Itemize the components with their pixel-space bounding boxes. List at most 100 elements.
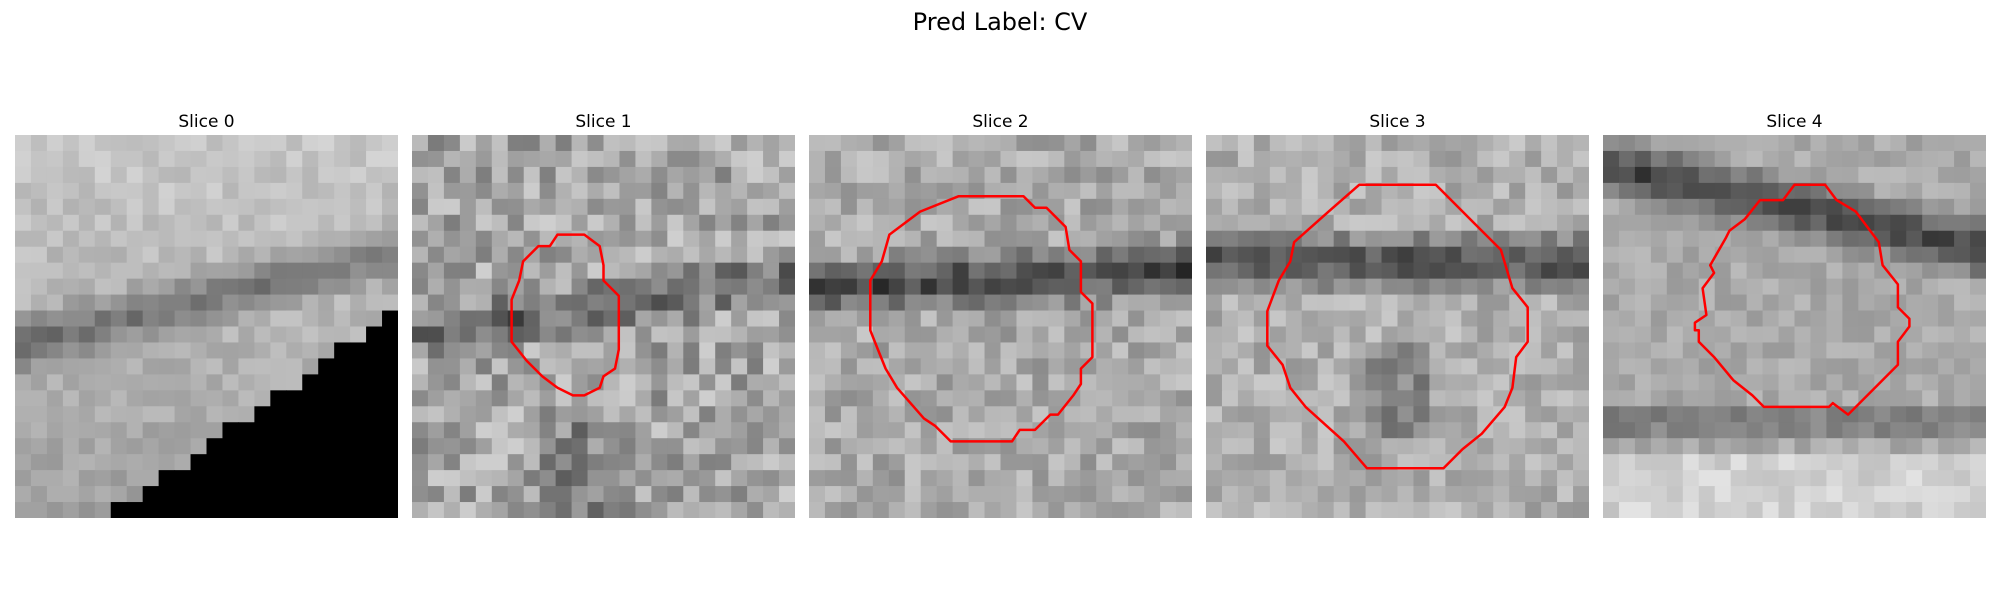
image-pixel	[1413, 438, 1430, 455]
image-pixel	[904, 150, 922, 168]
image-pixel	[1618, 182, 1636, 200]
image-pixel	[475, 502, 493, 518]
image-pixel	[1810, 262, 1827, 280]
image-pixel	[1666, 278, 1684, 296]
image-pixel	[1221, 374, 1239, 391]
image-pixel	[1509, 310, 1526, 327]
image-pixel	[1176, 374, 1192, 391]
segmentation-contour	[1693, 183, 1911, 416]
image-pixel	[206, 342, 223, 359]
image-pixel	[872, 422, 890, 439]
image-pixel	[459, 150, 477, 168]
image-pixel	[1603, 198, 1620, 216]
image-pixel	[1842, 166, 1859, 184]
image-pixel	[1493, 486, 1510, 503]
image-pixel	[174, 342, 192, 359]
image-pixel	[1890, 486, 1907, 503]
image-pixel	[302, 246, 319, 264]
image-pixel	[443, 486, 461, 503]
image-pixel	[1445, 310, 1462, 327]
image-pixel	[350, 214, 367, 232]
image-pixel	[286, 135, 303, 152]
image-pixel	[1603, 182, 1620, 200]
image-pixel	[1525, 310, 1542, 327]
image-pixel	[174, 470, 192, 487]
image-pixel	[1285, 358, 1303, 375]
image-pixel	[222, 374, 239, 391]
image-pixel	[1112, 214, 1129, 232]
image-pixel	[206, 135, 223, 152]
image-pixel	[1349, 438, 1367, 455]
image-pixel	[459, 278, 477, 296]
image-pixel	[126, 470, 144, 487]
image-pixel	[427, 502, 445, 518]
slice-title: Slice 2	[972, 112, 1029, 132]
image-pixel	[1618, 374, 1636, 391]
image-pixel	[1730, 166, 1748, 184]
image-pixel	[1064, 470, 1081, 487]
image-pixel	[1032, 278, 1049, 296]
image-pixel	[1048, 182, 1065, 200]
image-pixel	[1128, 358, 1145, 375]
image-pixel	[1938, 246, 1955, 264]
image-pixel	[158, 358, 176, 375]
image-pixel	[1634, 294, 1652, 312]
image-pixel	[78, 135, 96, 152]
image-pixel	[809, 454, 826, 471]
image-pixel	[1794, 422, 1811, 439]
image-pixel	[920, 422, 938, 439]
image-pixel	[1301, 406, 1319, 423]
image-pixel	[1176, 342, 1192, 359]
image-pixel	[158, 486, 176, 503]
image-pixel	[1954, 310, 1971, 327]
image-pixel	[1954, 438, 1971, 455]
image-pixel	[1557, 326, 1574, 343]
image-pixel	[555, 310, 573, 327]
image-pixel	[1557, 438, 1574, 455]
image-pixel	[1493, 454, 1510, 471]
image-pixel	[539, 358, 557, 375]
image-pixel	[1714, 150, 1732, 168]
image-pixel	[1730, 182, 1748, 200]
image-pixel	[1682, 342, 1700, 359]
image-pixel	[1874, 262, 1891, 280]
image-pixel	[1541, 422, 1558, 439]
image-pixel	[888, 294, 906, 312]
image-pixel	[683, 246, 700, 264]
image-pixel	[1618, 246, 1636, 264]
image-pixel	[1509, 454, 1526, 471]
image-pixel	[94, 214, 112, 232]
image-pixel	[286, 374, 303, 391]
image-pixel	[1237, 135, 1255, 152]
image-pixel	[254, 246, 271, 264]
image-pixel	[286, 246, 303, 264]
image-pixel	[1826, 502, 1843, 518]
slice-image	[1603, 135, 1986, 518]
image-pixel	[238, 294, 255, 312]
image-pixel	[190, 278, 207, 296]
image-pixel	[1128, 246, 1145, 264]
image-pixel	[254, 390, 271, 407]
image-pixel	[62, 214, 80, 232]
image-pixel	[412, 342, 429, 359]
image-pixel	[1826, 294, 1843, 312]
image-pixel	[984, 358, 1001, 375]
image-pixel	[1858, 502, 1875, 518]
image-pixel	[1064, 358, 1081, 375]
image-pixel	[350, 166, 367, 184]
image-pixel	[491, 486, 509, 503]
image-pixel	[667, 150, 684, 168]
image-pixel	[1461, 342, 1478, 359]
image-pixel	[1429, 502, 1446, 518]
image-pixel	[302, 278, 319, 296]
image-pixel	[1176, 182, 1192, 200]
image-pixel	[427, 214, 445, 232]
image-pixel	[1730, 198, 1748, 216]
image-pixel	[539, 422, 557, 439]
image-pixel	[1509, 246, 1526, 264]
image-pixel	[366, 135, 383, 152]
image-pixel	[507, 438, 525, 455]
image-pixel	[587, 198, 604, 216]
image-pixel	[809, 310, 826, 327]
image-pixel	[1429, 422, 1446, 439]
